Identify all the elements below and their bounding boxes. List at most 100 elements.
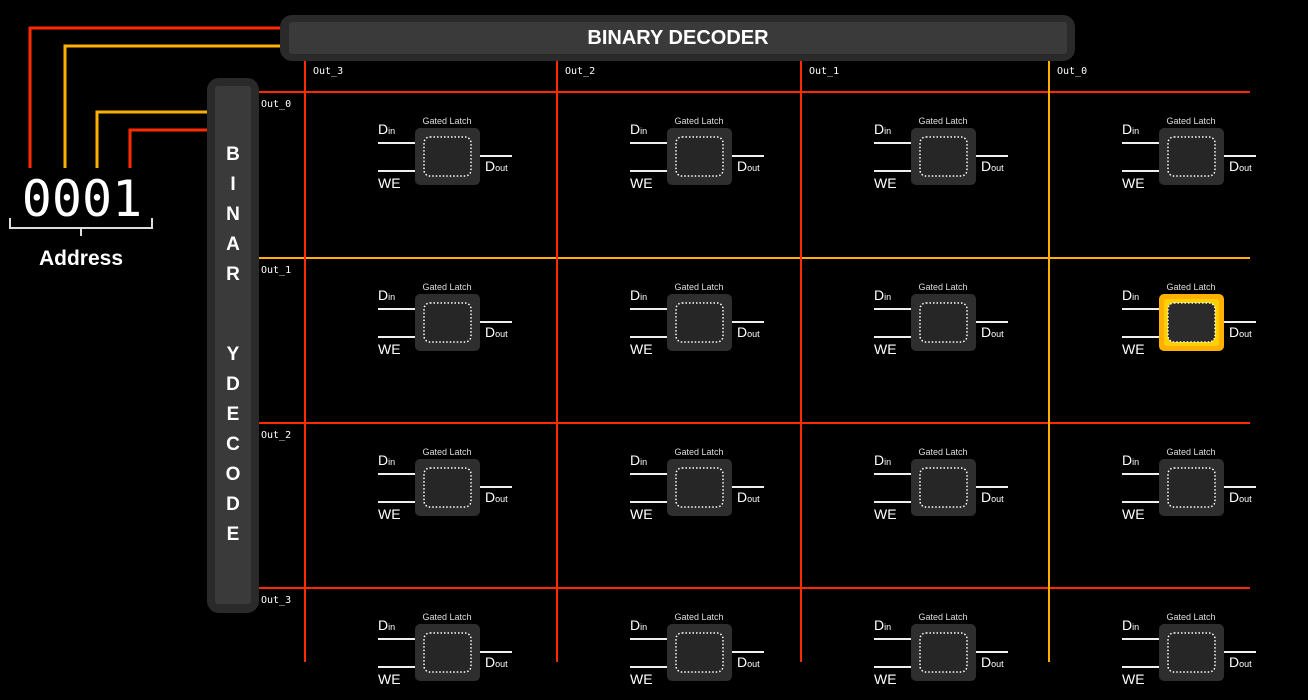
latch-title: Gated Latch [422,612,471,622]
side-decoder-letter: A [226,234,240,255]
we-label: WE [378,671,401,687]
side-decoder-letter: D [226,374,240,395]
latch-title: Gated Latch [674,282,723,292]
gated-latch-cell: Gated Latch WE [378,447,512,522]
side-decoder-letter: B [226,144,240,165]
side-decoder-letter: N [226,204,240,225]
latch-title: Gated Latch [1166,282,1215,292]
side-decoder-letter: C [226,434,240,455]
latch-core [1167,136,1216,177]
latch-core [675,302,724,343]
latch-core [919,136,968,177]
we-label: WE [630,341,653,357]
gated-latch-cell: Gated Latch WE [630,116,764,191]
address-display: 0001 Address [9,170,153,270]
column-label: Out_3 [313,66,343,77]
latch-title: Gated Latch [422,282,471,292]
we-label: WE [874,341,897,357]
latch-core [423,136,472,177]
gated-latch-cell: Gated Latch WE [630,612,764,687]
row-label: Out_3 [261,595,291,606]
we-label: WE [378,175,401,191]
latch-title: Gated Latch [674,612,723,622]
side-decoder-letter: R [226,264,240,285]
side-decoder-letter: I [230,174,235,195]
gated-latch-cell: Gated Latch WE [630,447,764,522]
gated-latch-cell: Gated Latch WE [1122,612,1256,687]
gated-latch-cell: Gated Latch WE [874,447,1008,522]
address-value: 0001 [22,170,142,228]
we-label: WE [378,341,401,357]
address-label: Address [39,247,123,270]
gated-latch-cell: Gated Latch WE [378,612,512,687]
we-label: WE [1122,506,1145,522]
we-label: WE [1122,341,1145,357]
latch-core [675,467,724,508]
gated-latch-cell: Gated Latch WE [874,116,1008,191]
latch-title: Gated Latch [422,116,471,126]
side-decoder-letter: O [226,464,241,485]
we-label: WE [378,506,401,522]
latch-core [675,136,724,177]
latch-title: Gated Latch [1166,447,1215,457]
address-bit-wire [128,128,209,168]
gated-latch-cell: Gated Latch WE [1122,116,1256,191]
we-label: WE [874,175,897,191]
top-decoder-label: BINARY DECODER [587,27,769,49]
gated-latch-cell: Gated Latch WE [1122,447,1256,522]
latch-core [1167,302,1216,343]
latch-title: Gated Latch [918,282,967,292]
latch-title: Gated Latch [422,447,471,457]
latch-core [423,302,472,343]
top-binary-decoder: BINARY DECODER [280,15,1075,61]
side-decoder-letter: D [226,494,240,515]
address-brace [9,218,153,236]
gated-latch-cell: Gated Latch WE [874,612,1008,687]
latch-core [1167,467,1216,508]
gated-latch-cell: Gated Latch WE [378,116,512,191]
column-label: Out_2 [565,66,595,77]
side-decoder-letter: Y [227,344,240,365]
latch-cells: Gated Latch WE Gated Latch WE Gated Latch WE G… [378,116,1256,687]
address-wires [28,26,282,168]
latch-title: Gated Latch [918,116,967,126]
address-bit-wire [95,110,209,168]
row-label: Out_2 [261,430,291,441]
gated-latch-cell: Gated Latch WE [378,282,512,357]
side-decoder-letter: E [227,524,240,545]
latch-core [1167,632,1216,673]
latch-title: Gated Latch [674,116,723,126]
gated-latch-cell: Gated Latch WE [630,282,764,357]
latch-core [919,632,968,673]
gated-latch-cell: Gated Latch WE [874,282,1008,357]
latch-core [675,632,724,673]
latch-title: Gated Latch [674,447,723,457]
address-bit-wire [28,26,282,168]
latch-core [919,467,968,508]
column-label: Out_1 [809,66,839,77]
decoder-grid-lines: Out_0 Out_1 Out_2 Out_3 Out_3 Out_2 Out_1 Out_0 [258,60,1250,662]
row-label: Out_0 [261,99,291,110]
latch-core [423,467,472,508]
gated-latch-cell: Gated Latch WE [1122,282,1256,357]
we-label: WE [1122,671,1145,687]
latch-title: Gated Latch [918,447,967,457]
side-decoder-letter: E [227,404,240,425]
column-label: Out_0 [1057,66,1087,77]
we-label: WE [874,671,897,687]
latch-core [919,302,968,343]
we-label: WE [630,175,653,191]
address-bit-wire [63,44,282,168]
latch-core [423,632,472,673]
side-decoder-letter: R [226,0,240,5]
we-label: WE [1122,175,1145,191]
latch-title: Gated Latch [918,612,967,622]
latch-title: Gated Latch [1166,612,1215,622]
we-label: WE [874,506,897,522]
row-label: Out_1 [261,265,291,276]
latch-title: Gated Latch [1166,116,1215,126]
we-label: WE [630,671,653,687]
